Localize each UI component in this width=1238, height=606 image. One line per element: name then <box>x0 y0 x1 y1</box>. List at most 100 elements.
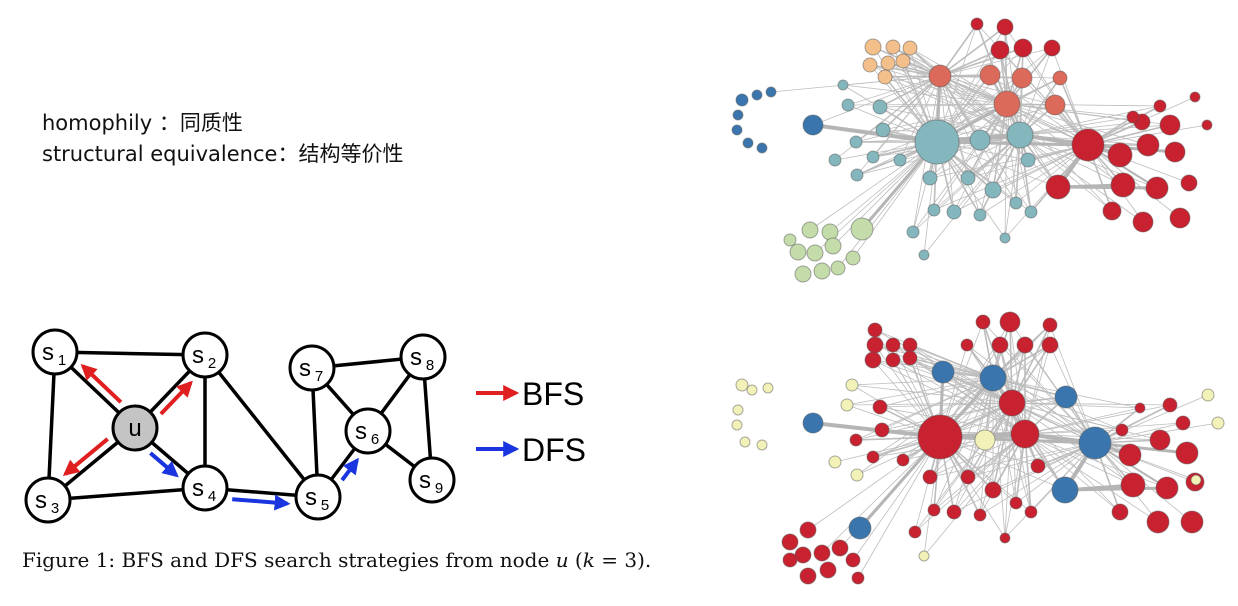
top-graph-node <box>996 18 1014 36</box>
bottom-graph-node <box>908 525 922 539</box>
bfs-arrow-u-s1 <box>80 363 123 404</box>
top-graph-edge <box>1006 103 1032 213</box>
bottom-graph-node <box>866 450 880 464</box>
bottom-graph-edge <box>1024 407 1141 435</box>
bottom-graph-node <box>799 521 817 539</box>
bottom-graph-edge <box>1024 422 1184 435</box>
bottom-graph-node <box>735 378 749 392</box>
top-graph-edge <box>933 144 1089 211</box>
top-graph-node <box>914 119 960 165</box>
dfs-arrow-s4-s5 <box>232 494 291 511</box>
top-graph-node <box>756 142 768 154</box>
bottom-graph-node <box>922 469 938 485</box>
bfs-legend-label: BFS <box>522 376 584 412</box>
node-circle <box>344 407 392 455</box>
bottom-graph-node <box>851 571 865 585</box>
top-graph-node <box>895 53 911 69</box>
bottom-graph-node <box>1190 474 1202 486</box>
top-graph-node <box>828 153 842 167</box>
bottom-graph-edge <box>857 436 941 579</box>
bottom-graph-node <box>874 422 890 438</box>
top-graph-edge <box>1057 185 1158 190</box>
top-graph-node <box>1110 172 1136 198</box>
node-circle <box>399 333 447 381</box>
bottom-graph-node <box>739 436 751 448</box>
top-graph-edge <box>1019 116 1134 136</box>
bottom-graph-node <box>1162 397 1178 413</box>
edge-s2-s5 <box>203 353 320 499</box>
bottom-graph-edge <box>807 436 941 531</box>
bottom-graph-node <box>999 532 1011 544</box>
top-graph-edge <box>899 75 941 161</box>
definition-structural-equivalence: structural equivalence：结构等价性 <box>42 138 403 168</box>
network-graph-homophily <box>731 17 1213 283</box>
top-graph-node <box>1009 196 1023 210</box>
translation-label: 同质性 <box>179 111 243 135</box>
bottom-graph-edge <box>851 377 994 386</box>
bottom-graph-node <box>872 399 888 415</box>
top-graph-node <box>806 244 824 262</box>
top-graph-edge <box>1006 103 1149 146</box>
bottom-graph-node <box>927 503 941 517</box>
edge-s3-s4 <box>47 486 206 502</box>
bottom-graph-node <box>902 337 918 353</box>
bottom-graph-edge <box>909 344 994 379</box>
bfs-arrow-u-s3 <box>62 437 109 476</box>
node-subscript: 9 <box>435 480 443 497</box>
bottom-graph-node <box>974 429 996 451</box>
node-label: s <box>192 342 204 369</box>
bottom-graph-edge <box>967 377 994 478</box>
bottom-graph-node <box>1155 476 1179 500</box>
top-graph-node <box>875 122 891 138</box>
node-subscript: 5 <box>321 497 329 514</box>
caption-suffix: ). <box>637 548 652 572</box>
node-label: s <box>305 484 317 511</box>
top-graph-node <box>732 109 744 121</box>
top-graph-edge <box>1019 105 1161 136</box>
bottom-graph-node <box>1016 336 1034 354</box>
top-graph-node <box>841 98 855 112</box>
legend: BFS DFS <box>476 376 586 468</box>
bottom-graph-node <box>1010 419 1040 449</box>
top-graph-node <box>946 204 962 220</box>
bottom-graph-node <box>732 404 744 416</box>
top-graph-node <box>1043 39 1061 57</box>
top-graph-node <box>1136 133 1160 157</box>
bottom-graph-edge <box>966 344 1096 444</box>
bottom-graph-edge <box>879 402 1013 408</box>
separator: ： <box>277 142 299 166</box>
node-label: s <box>42 339 54 366</box>
top-graph-node <box>1159 114 1181 136</box>
bottom-graph-edge <box>872 359 1026 435</box>
top-graph-edge <box>882 103 1008 131</box>
bottom-graph-edge <box>1024 433 1159 523</box>
bottom-graph-node <box>1175 441 1199 465</box>
top-graph-node <box>751 89 763 101</box>
top-nodes <box>731 17 1213 283</box>
top-graph-edge <box>939 26 1006 77</box>
bottom-graph-edge <box>992 377 1006 539</box>
top-graph-node <box>845 250 861 266</box>
bottom-graph-edge <box>953 442 1096 513</box>
bottom-graph-node <box>1115 423 1129 437</box>
top-graph-edge <box>884 76 1021 136</box>
bottom-graph-edge <box>1011 402 1134 486</box>
bottom-graph-edge <box>879 377 994 408</box>
node-subscript: 1 <box>58 352 66 369</box>
top-graph-node <box>1044 94 1066 116</box>
top-graph-node <box>970 17 984 31</box>
bottom-graph-node <box>975 314 991 330</box>
bottom-graph-edge <box>846 377 994 406</box>
bottom-graph-node <box>756 439 768 451</box>
bottom-graph-node <box>831 539 849 557</box>
top-graph-edge <box>992 103 1008 191</box>
top-graph-edge <box>884 76 1008 105</box>
dfs-legend-label: DFS <box>522 432 586 468</box>
node-subscript: 2 <box>208 355 216 372</box>
top-graph-node <box>830 260 846 276</box>
bottom-graph-edge <box>1024 344 1051 435</box>
bottom-graph-node <box>781 533 799 551</box>
bottom-graph-node <box>845 552 861 568</box>
